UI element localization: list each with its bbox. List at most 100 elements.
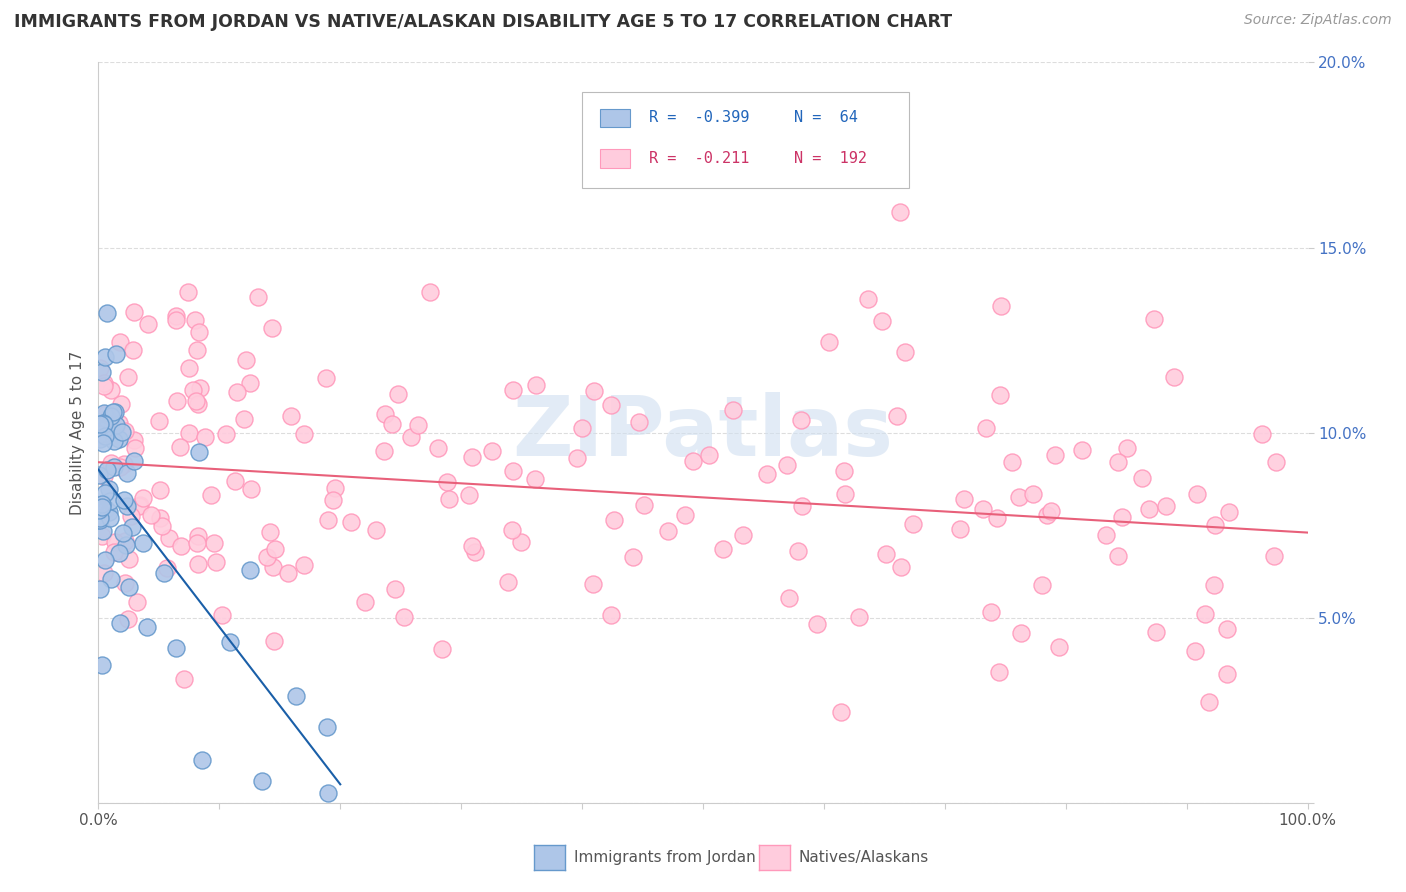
Point: [91, 500, 114, 515]
Point: [139, 508, 162, 522]
Point: [806, 617, 828, 632]
Point: [89, 503, 111, 517]
Text: N =  64: N = 64: [793, 111, 858, 126]
Point: [263, 541, 285, 556]
Point: [458, 488, 481, 502]
Point: [238, 376, 260, 391]
Point: [187, 397, 209, 411]
Point: [98, 511, 121, 525]
Point: [1154, 499, 1177, 513]
Point: [181, 384, 204, 398]
Point: [108, 615, 131, 630]
Point: [100, 383, 122, 397]
Point: [832, 464, 855, 478]
Point: [103, 434, 125, 448]
Point: [436, 475, 458, 489]
Point: [96, 306, 118, 320]
Point: [108, 459, 131, 474]
Point: [858, 292, 880, 306]
Point: [790, 412, 813, 426]
Point: [93, 376, 115, 391]
Point: [114, 538, 136, 552]
Point: [108, 546, 131, 560]
Point: [120, 509, 142, 524]
Text: R =  -0.211: R = -0.211: [648, 151, 749, 166]
Point: [1184, 644, 1206, 658]
Point: [733, 528, 755, 542]
Point: [94, 429, 117, 443]
Point: [830, 706, 852, 720]
Point: [600, 607, 623, 622]
Point: [277, 566, 299, 580]
Point: [205, 555, 228, 569]
Point: [96, 462, 118, 476]
Point: [115, 466, 138, 480]
Point: [149, 511, 172, 525]
Point: [93, 378, 115, 392]
Point: [524, 378, 547, 392]
Point: [1137, 501, 1160, 516]
Point: [1204, 518, 1226, 533]
Point: [89, 417, 111, 431]
Point: [87, 513, 110, 527]
Point: [117, 370, 139, 384]
Point: [89, 582, 111, 596]
Point: [225, 385, 247, 400]
Point: [260, 320, 283, 334]
Point: [187, 529, 209, 543]
Point: [1250, 427, 1272, 442]
Point: [136, 318, 159, 332]
Point: [239, 482, 262, 496]
Point: [235, 353, 257, 368]
Point: [98, 482, 121, 496]
Point: [108, 432, 131, 446]
Point: [157, 531, 180, 545]
Point: [166, 394, 188, 409]
Point: [502, 464, 524, 478]
Point: [105, 346, 128, 360]
Point: [1010, 626, 1032, 640]
Point: [322, 492, 344, 507]
Point: [294, 427, 316, 442]
Point: [87, 468, 110, 483]
Point: [186, 343, 208, 357]
Point: [169, 441, 191, 455]
Point: [953, 492, 976, 507]
Text: Natives/Alaskans: Natives/Alaskans: [799, 850, 929, 864]
Point: [972, 501, 994, 516]
Point: [91, 416, 114, 430]
Point: [1095, 528, 1118, 542]
Point: [165, 313, 187, 327]
Point: [315, 370, 337, 384]
Point: [1071, 442, 1094, 457]
Point: [148, 414, 170, 428]
Point: [89, 360, 111, 375]
Point: [186, 393, 208, 408]
Point: [112, 458, 135, 472]
Point: [657, 524, 679, 539]
Point: [103, 545, 125, 559]
Point: [364, 523, 387, 537]
Point: [177, 361, 200, 376]
Point: [949, 522, 972, 536]
Point: [621, 549, 644, 564]
Point: [1001, 455, 1024, 469]
Text: Immigrants from Jordan: Immigrants from Jordan: [574, 850, 755, 864]
Point: [211, 607, 233, 622]
Point: [117, 552, 139, 566]
Point: [778, 591, 800, 606]
Point: [100, 572, 122, 586]
Point: [98, 505, 121, 519]
Point: [284, 689, 307, 703]
Point: [263, 634, 285, 648]
Point: [1194, 607, 1216, 621]
Point: [179, 425, 201, 440]
Point: [340, 515, 363, 529]
Point: [101, 405, 124, 419]
Point: [374, 407, 396, 421]
Point: [437, 492, 460, 507]
Point: [316, 720, 339, 734]
Point: [776, 458, 799, 473]
Point: [627, 415, 650, 429]
Point: [394, 610, 416, 624]
